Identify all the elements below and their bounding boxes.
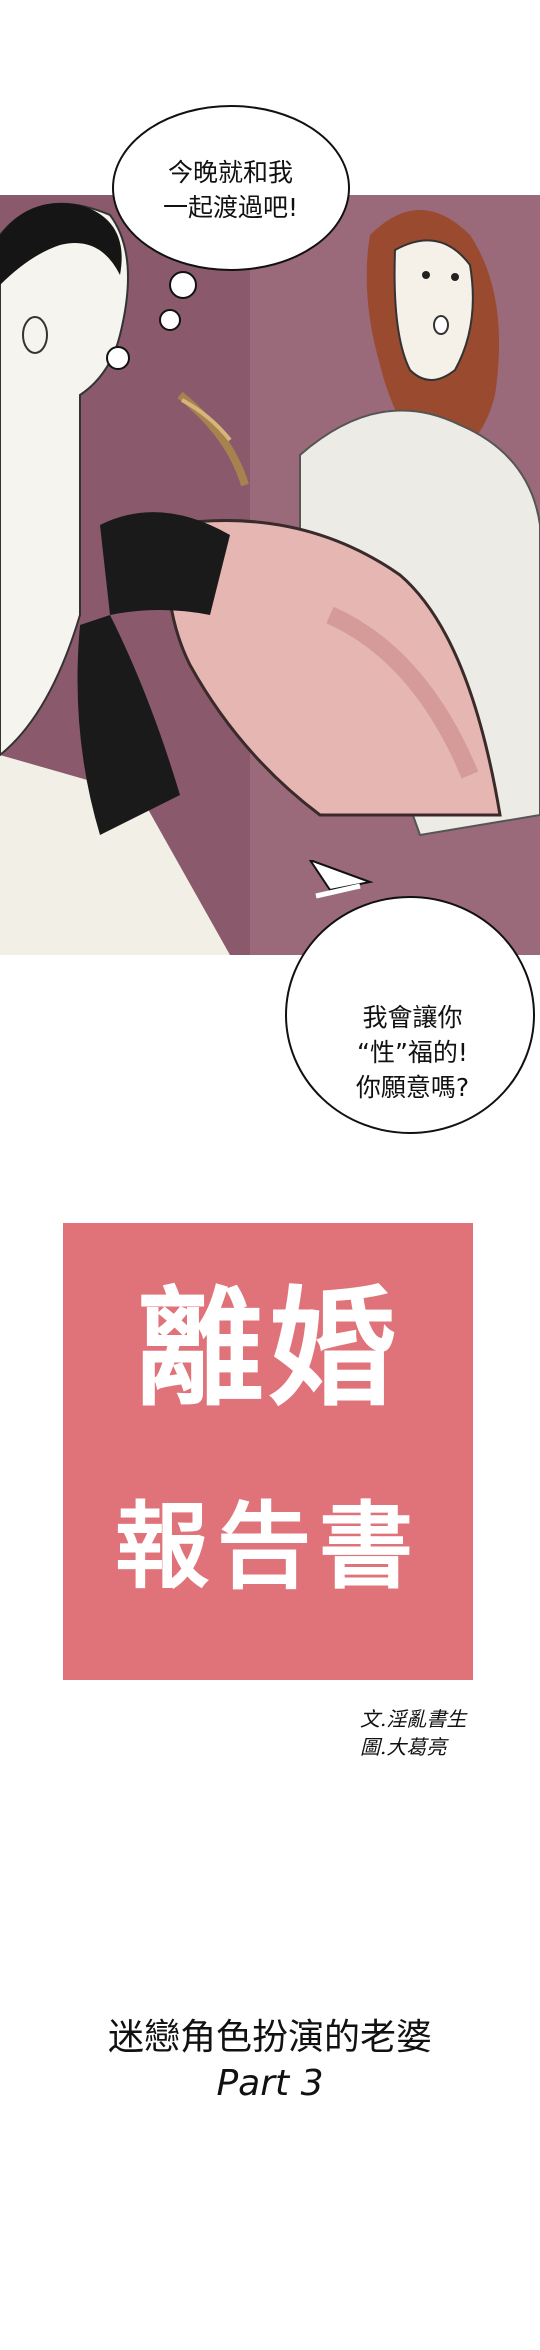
credit-writer: 文.淫亂書生 bbox=[360, 1707, 467, 1731]
title-block: 離婚 報告書 bbox=[63, 1223, 473, 1680]
stocking bbox=[100, 512, 230, 615]
series-title: 離婚 bbox=[135, 1275, 400, 1424]
man-hair bbox=[0, 203, 122, 285]
speech-bubble-2-shape bbox=[285, 860, 535, 1134]
comic-panel bbox=[0, 195, 540, 955]
speech-bubble-2: 我會讓你 “性”福的! 你願意嗎? bbox=[305, 1000, 520, 1105]
credits: 文.淫亂書生 圖.大葛亮 bbox=[360, 1705, 520, 1761]
bubble-1-line-1: 今晚就和我 bbox=[167, 158, 293, 187]
speech-bubble-1-shape bbox=[106, 105, 350, 370]
woman-leg bbox=[166, 519, 502, 817]
episode-heading: 迷戀角色扮演的老婆 Part 3 bbox=[30, 2015, 510, 2107]
episode-part: Part 3 bbox=[216, 2063, 324, 2104]
bubble-2-line-3: 你願意嗎? bbox=[355, 1073, 470, 1102]
bubble-1-line-2: 一起渡過吧! bbox=[162, 193, 299, 222]
series-subtitle: 報告書 bbox=[114, 1493, 421, 1602]
episode-title: 迷戀角色扮演的老婆 bbox=[107, 2017, 432, 2058]
bubble-2-line-1: 我會讓你 bbox=[362, 1003, 463, 1032]
panel-artwork bbox=[0, 195, 540, 955]
bubble-2-line-2: “性”福的! bbox=[357, 1038, 468, 1067]
credit-artist: 圖.大葛亮 bbox=[360, 1735, 447, 1759]
speech-bubble-1: 今晚就和我 一起渡過吧! bbox=[123, 155, 338, 225]
